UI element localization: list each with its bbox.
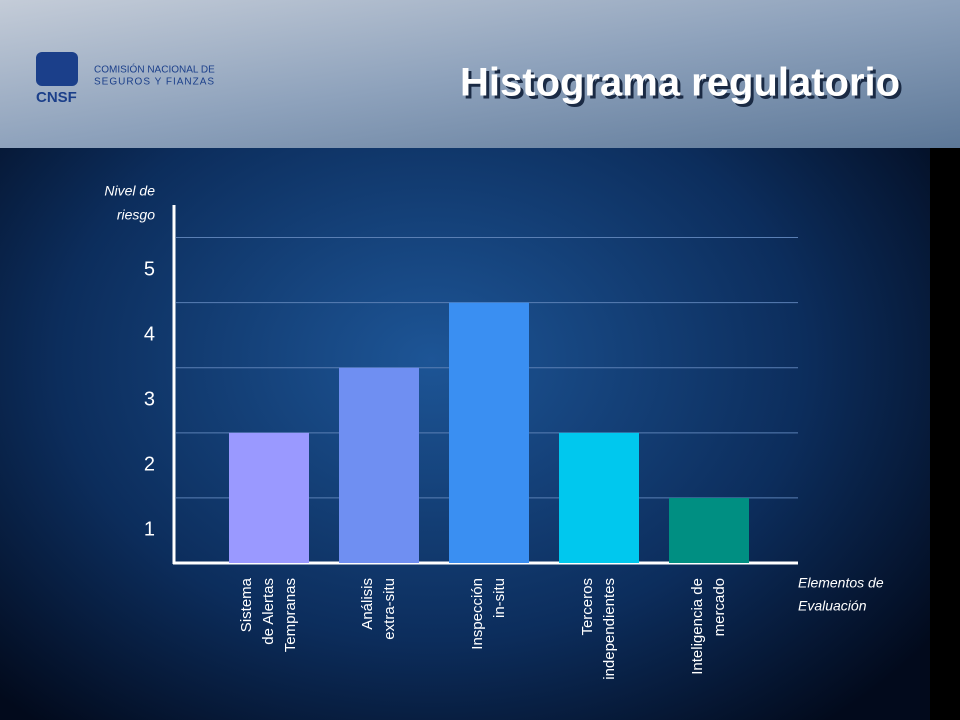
header-band	[0, 0, 960, 148]
bar	[669, 497, 749, 563]
y-tick-label: 4	[144, 323, 155, 345]
x-tick-label: Inspección	[469, 578, 486, 650]
x-tick-label: Análisis	[359, 578, 376, 630]
x-tick-label: Sistema	[238, 577, 255, 632]
chart-title: Histograma regulatorio	[460, 61, 900, 105]
title-shadow: Histograma regulatorio	[463, 64, 903, 108]
bar	[339, 367, 419, 563]
y-tick-label: 1	[144, 519, 155, 541]
bar	[559, 432, 639, 563]
side-strip	[930, 148, 960, 720]
y-axis-label: riesgo	[117, 207, 155, 223]
y-tick-label: 5	[144, 258, 155, 280]
x-tick-label: Terceros	[579, 578, 596, 636]
org-name: COMISIÓN NACIONAL DE	[94, 63, 215, 76]
x-axis-label: Elementos de	[798, 575, 884, 591]
x-tick-label: mercado	[711, 578, 728, 636]
logo-icon	[36, 52, 78, 86]
x-tick-label: in-situ	[491, 578, 508, 618]
logo: CNSF COMISIÓN NACIONAL DE SEGUROS Y FIAN…	[36, 52, 215, 106]
x-tick-label: independientes	[601, 578, 618, 680]
x-axis-label: Evaluación	[798, 598, 867, 614]
y-tick-label: 3	[144, 389, 155, 411]
x-tick-label: extra-situ	[381, 578, 398, 640]
y-axis-label: Nivel de	[104, 183, 155, 199]
x-tick-label: Tempranas	[282, 578, 299, 652]
bar	[449, 302, 529, 563]
bar	[229, 432, 309, 563]
y-tick-label: 2	[144, 454, 155, 476]
logo-text: CNSF	[36, 89, 77, 106]
x-tick-label: Inteligencia de	[689, 578, 706, 675]
x-tick-label: de Alertas	[260, 578, 277, 645]
org-name: SEGUROS Y FIANZAS	[94, 77, 215, 88]
